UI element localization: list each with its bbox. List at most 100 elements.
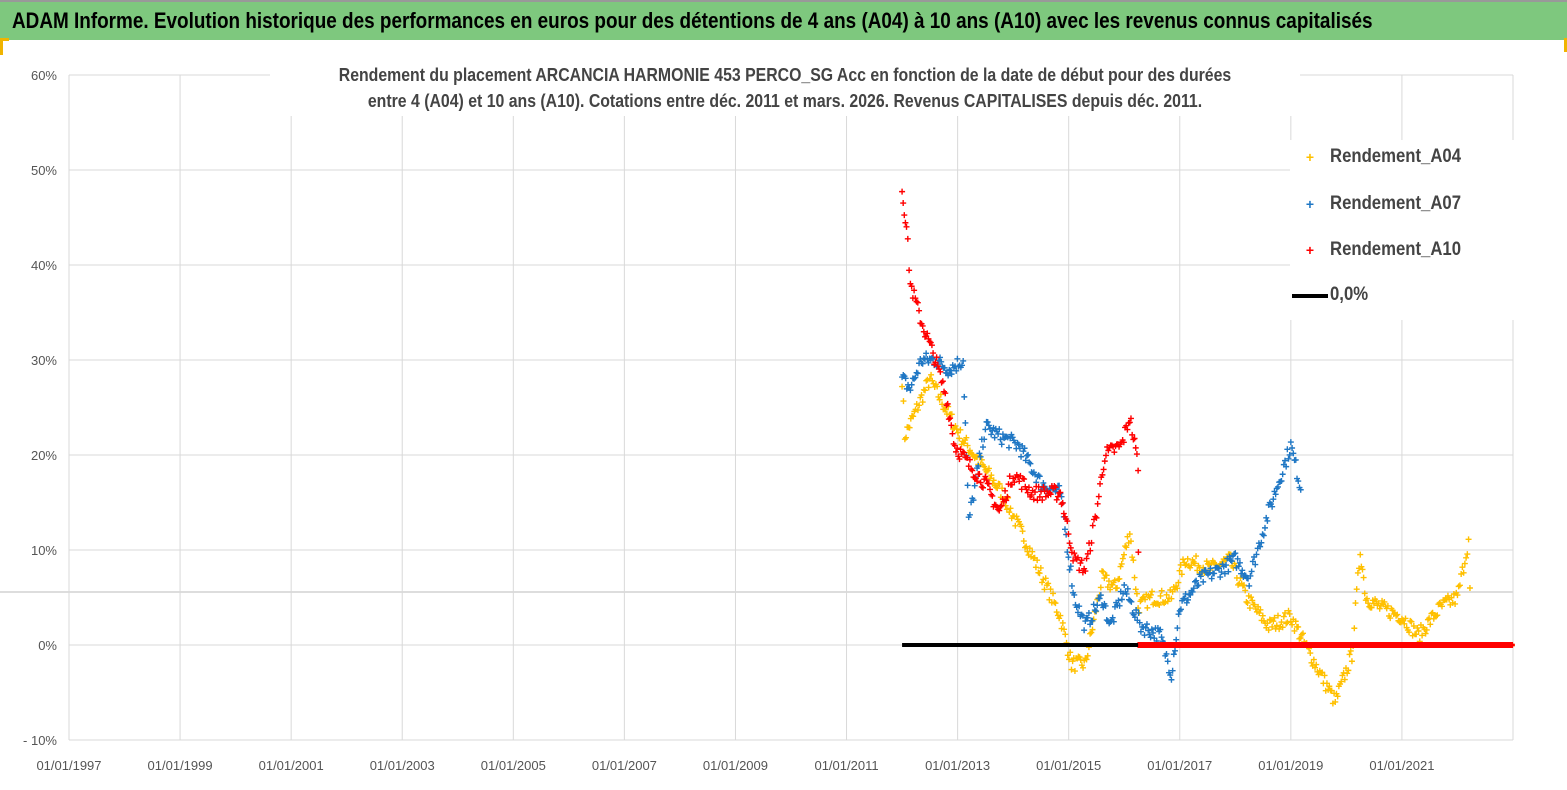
data-point	[1363, 595, 1370, 602]
data-point	[1168, 595, 1175, 602]
data-point	[1097, 584, 1104, 591]
data-point	[1150, 629, 1157, 636]
data-point	[1249, 558, 1256, 565]
data-point	[1084, 550, 1091, 557]
data-point	[925, 384, 932, 391]
x-tick-label: 01/01/2019	[1258, 758, 1323, 773]
data-point	[1312, 664, 1319, 671]
data-point	[1071, 668, 1078, 675]
data-point	[981, 463, 988, 470]
data-point	[1452, 600, 1459, 607]
data-point	[1285, 455, 1292, 462]
data-point	[1419, 632, 1426, 639]
data-point	[1121, 551, 1127, 558]
data-point	[1191, 578, 1198, 585]
data-point	[1035, 472, 1042, 479]
x-tick-label: 01/01/2001	[259, 758, 324, 773]
data-point	[1163, 650, 1170, 657]
data-point	[1163, 591, 1170, 598]
data-point	[1057, 612, 1064, 619]
data-point	[1105, 447, 1112, 454]
data-point	[938, 379, 945, 386]
data-point	[1197, 573, 1204, 580]
data-point	[1039, 497, 1046, 504]
x-tick-label: 01/01/2013	[925, 758, 990, 773]
data-point	[1111, 449, 1118, 456]
data-point	[1184, 555, 1191, 562]
data-point	[993, 484, 1000, 491]
data-point	[1005, 444, 1012, 451]
data-point	[1068, 666, 1075, 673]
data-point	[978, 483, 985, 490]
data-point	[936, 366, 943, 373]
data-point	[1009, 434, 1016, 441]
data-point	[902, 375, 909, 382]
series-Rendement_A10	[899, 188, 1515, 648]
data-point	[1145, 627, 1152, 634]
data-point	[963, 434, 970, 441]
data-point	[1132, 444, 1139, 451]
data-point	[1347, 647, 1354, 654]
data-point	[900, 398, 907, 405]
data-point	[1238, 570, 1245, 577]
data-point	[1156, 601, 1163, 608]
data-point	[1066, 656, 1072, 663]
data-point	[1128, 598, 1135, 605]
data-point	[924, 330, 931, 337]
data-point	[1074, 554, 1081, 561]
data-point	[982, 473, 989, 480]
legend-item-zero: 0,0%	[1290, 284, 1373, 306]
data-point	[1087, 621, 1094, 628]
data-point	[985, 422, 992, 429]
data-point	[1126, 419, 1133, 426]
y-tick-label: 0%	[38, 638, 57, 653]
data-point	[1206, 569, 1213, 576]
data-point	[1169, 667, 1176, 674]
data-point	[1061, 526, 1068, 533]
data-point	[960, 357, 967, 364]
plus-marker-icon: +	[1305, 149, 1315, 165]
data-point	[1088, 629, 1095, 636]
data-point	[1102, 602, 1109, 609]
data-point	[1357, 551, 1364, 558]
data-point	[1461, 560, 1468, 567]
data-point	[942, 390, 949, 397]
data-point	[1410, 622, 1417, 629]
data-point	[1087, 547, 1094, 554]
data-point	[1082, 568, 1089, 575]
data-point	[1191, 560, 1198, 567]
data-point	[1050, 590, 1057, 597]
data-point	[1465, 536, 1472, 543]
data-point	[1130, 557, 1137, 564]
data-point	[1508, 642, 1515, 648]
data-point	[978, 456, 985, 463]
data-point	[1407, 617, 1414, 624]
data-point	[1135, 549, 1142, 556]
data-point	[930, 355, 937, 362]
data-point	[1242, 587, 1249, 594]
data-point	[1387, 615, 1394, 622]
data-point	[1252, 561, 1259, 568]
data-point	[976, 450, 983, 457]
data-point	[914, 370, 921, 377]
data-point	[1066, 566, 1073, 573]
data-point	[1360, 574, 1367, 581]
data-point	[1187, 591, 1194, 598]
plus-marker-icon: +	[1305, 242, 1315, 258]
data-point	[1020, 538, 1027, 545]
data-point	[983, 477, 990, 484]
data-point	[980, 484, 987, 491]
data-point	[900, 200, 907, 207]
data-point	[988, 472, 995, 479]
line-marker-icon	[1290, 287, 1330, 303]
data-point	[998, 441, 1005, 448]
data-point	[984, 419, 991, 426]
data-point	[1148, 626, 1155, 633]
data-point	[1208, 575, 1215, 582]
data-point	[1218, 569, 1225, 576]
data-point	[1124, 426, 1131, 433]
data-point	[1176, 567, 1183, 574]
data-point	[1062, 631, 1069, 638]
data-point	[1234, 555, 1241, 562]
data-point	[920, 328, 927, 335]
